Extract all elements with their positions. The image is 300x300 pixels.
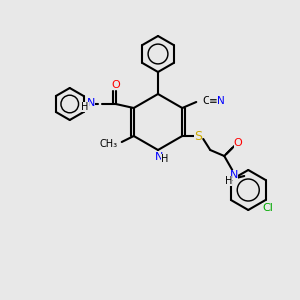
Text: C: C [202, 96, 210, 106]
Text: Cl: Cl [262, 203, 273, 213]
Text: ≡: ≡ [209, 96, 218, 106]
Text: N: N [155, 152, 163, 162]
Text: CH₃: CH₃ [100, 139, 118, 149]
Text: H: H [161, 154, 169, 164]
Text: O: O [234, 138, 243, 148]
Text: O: O [111, 80, 120, 90]
Text: S: S [194, 130, 202, 142]
Text: N: N [86, 98, 95, 108]
Text: N: N [217, 96, 225, 106]
Text: H: H [225, 176, 232, 186]
Text: N: N [230, 170, 238, 180]
Text: H: H [81, 102, 89, 112]
